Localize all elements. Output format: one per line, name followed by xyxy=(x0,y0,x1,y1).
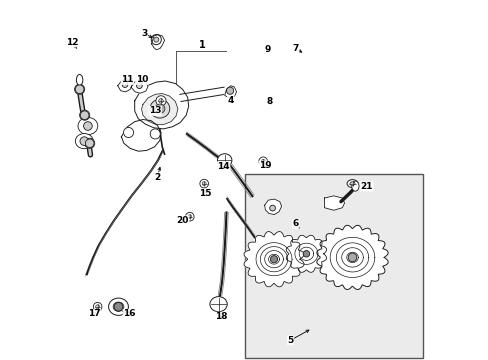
Text: 10: 10 xyxy=(136,76,148,85)
Text: 14: 14 xyxy=(217,162,229,171)
Text: 8: 8 xyxy=(266,97,272,106)
Text: 20: 20 xyxy=(176,216,188,225)
Ellipse shape xyxy=(258,157,267,166)
Polygon shape xyxy=(285,235,326,272)
Text: 5: 5 xyxy=(287,336,293,345)
Text: 13: 13 xyxy=(149,107,161,115)
Ellipse shape xyxy=(209,297,227,312)
Polygon shape xyxy=(131,80,148,93)
Ellipse shape xyxy=(261,159,264,163)
Ellipse shape xyxy=(226,87,233,94)
Text: 12: 12 xyxy=(66,38,79,47)
Ellipse shape xyxy=(96,305,100,309)
Ellipse shape xyxy=(80,111,89,120)
Ellipse shape xyxy=(185,212,194,221)
Ellipse shape xyxy=(156,96,166,106)
Ellipse shape xyxy=(159,99,163,103)
Polygon shape xyxy=(264,199,281,215)
Polygon shape xyxy=(316,225,387,289)
Text: 9: 9 xyxy=(264,45,270,54)
Polygon shape xyxy=(121,120,161,151)
Ellipse shape xyxy=(75,85,84,94)
Ellipse shape xyxy=(108,298,128,315)
Ellipse shape xyxy=(153,37,159,42)
Polygon shape xyxy=(224,86,236,98)
Text: 11: 11 xyxy=(121,76,134,85)
Ellipse shape xyxy=(123,127,133,138)
Text: 17: 17 xyxy=(87,309,100,318)
Text: 16: 16 xyxy=(123,309,135,318)
Text: 2: 2 xyxy=(154,173,160,181)
Ellipse shape xyxy=(85,139,94,148)
Text: 3: 3 xyxy=(141,29,147,37)
Text: 19: 19 xyxy=(259,161,271,170)
Text: 21: 21 xyxy=(360,182,372,191)
Ellipse shape xyxy=(202,182,206,185)
Ellipse shape xyxy=(122,82,127,87)
Ellipse shape xyxy=(217,154,231,167)
Ellipse shape xyxy=(75,134,93,149)
Polygon shape xyxy=(244,231,304,287)
Ellipse shape xyxy=(76,75,82,85)
Text: 4: 4 xyxy=(227,95,234,104)
Ellipse shape xyxy=(150,129,160,139)
Text: 7: 7 xyxy=(292,44,298,53)
Bar xyxy=(244,174,422,358)
Polygon shape xyxy=(324,196,344,210)
Ellipse shape xyxy=(150,99,169,118)
Ellipse shape xyxy=(347,253,356,262)
Ellipse shape xyxy=(303,251,309,257)
Ellipse shape xyxy=(151,35,161,45)
Ellipse shape xyxy=(270,256,277,263)
Ellipse shape xyxy=(80,137,88,145)
Ellipse shape xyxy=(349,182,354,185)
Text: 1: 1 xyxy=(198,40,205,50)
Text: 15: 15 xyxy=(198,189,211,198)
Ellipse shape xyxy=(136,83,142,89)
Polygon shape xyxy=(151,35,164,50)
Ellipse shape xyxy=(155,104,164,113)
Ellipse shape xyxy=(93,302,102,311)
Ellipse shape xyxy=(187,215,191,219)
Ellipse shape xyxy=(269,205,275,211)
Ellipse shape xyxy=(114,302,122,311)
Ellipse shape xyxy=(75,84,84,94)
Ellipse shape xyxy=(113,302,123,311)
Ellipse shape xyxy=(83,122,92,130)
Text: 6: 6 xyxy=(292,219,298,228)
Polygon shape xyxy=(141,94,178,125)
Polygon shape xyxy=(118,78,132,92)
Text: 18: 18 xyxy=(214,312,227,321)
Ellipse shape xyxy=(84,138,95,148)
Ellipse shape xyxy=(351,181,358,191)
Ellipse shape xyxy=(200,179,208,188)
Ellipse shape xyxy=(346,180,357,188)
Ellipse shape xyxy=(80,110,89,120)
Polygon shape xyxy=(134,81,188,129)
Ellipse shape xyxy=(78,117,98,135)
